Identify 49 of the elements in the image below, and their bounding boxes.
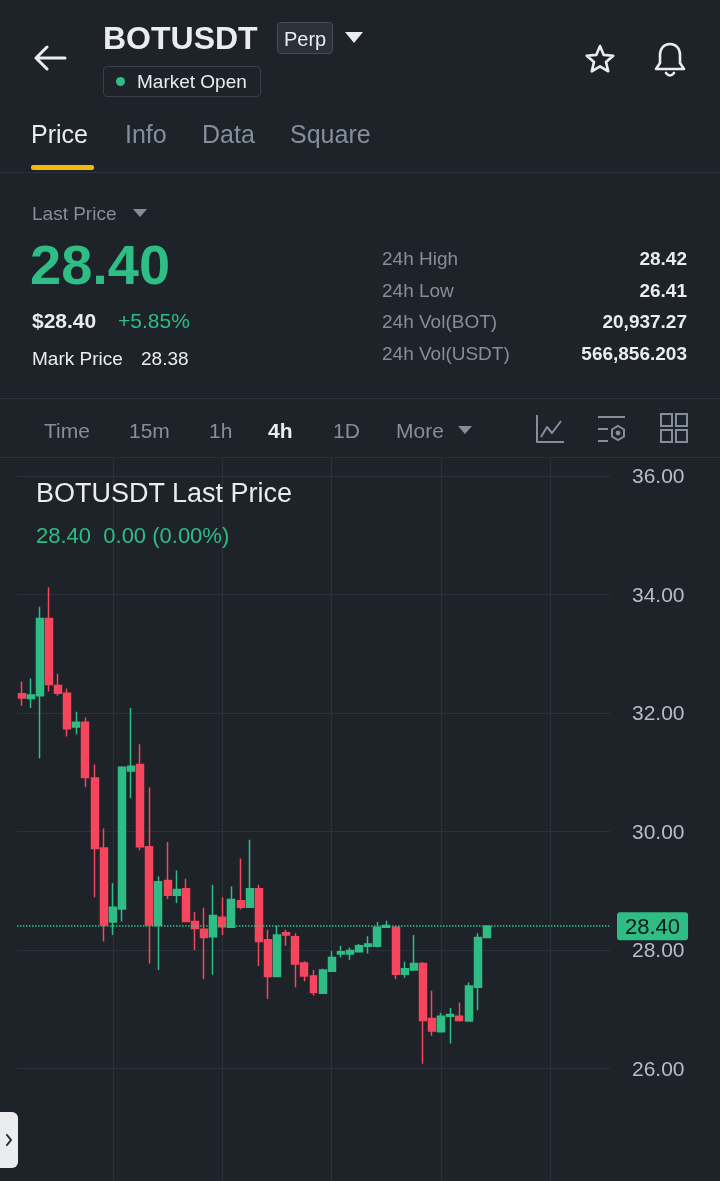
text: 24h Low: [382, 279, 454, 301]
y-tick-label: 26.00: [632, 1056, 685, 1080]
y-tick-label: 36.00: [632, 464, 685, 488]
text: More: [396, 418, 444, 442]
text: Perp: [284, 28, 327, 50]
candlestick: [17, 680, 27, 707]
text: 28.42: [639, 247, 687, 269]
text: Mark Price: [32, 347, 123, 369]
y-tick-label: 28.00: [632, 938, 685, 962]
candlestick: [245, 838, 255, 908]
text: 28.38: [141, 347, 189, 369]
text: Last Price: [32, 202, 117, 224]
candlestick: [281, 928, 291, 947]
text: 4h: [268, 418, 293, 442]
text: Market Open: [137, 70, 247, 92]
text: 566,856.203: [581, 342, 687, 364]
text: Time: [44, 418, 90, 442]
text: Info: [125, 119, 167, 148]
candlestick: [44, 586, 54, 693]
ref-line-label: 28.40: [625, 913, 681, 939]
text: BOTUSDT: [103, 20, 258, 56]
y-tick-label: 32.00: [632, 701, 685, 725]
candlestick: [172, 869, 182, 904]
text: 15m: [129, 418, 170, 442]
text: 26.41: [639, 279, 687, 301]
candlestick: [217, 896, 227, 936]
text: 28.40 0.00 (0.00%): [36, 522, 230, 548]
text: Square: [290, 119, 371, 148]
text: BOTUSDT Last Price: [36, 477, 293, 508]
text: 24h Vol(BOT): [382, 310, 498, 332]
y-tick-label: 30.00: [632, 819, 685, 843]
candlestick: [236, 857, 246, 911]
text: 24h Vol(USDT): [382, 342, 510, 364]
candlestick: [163, 841, 173, 900]
text: 24h High: [382, 247, 459, 269]
candlestick: [71, 710, 81, 735]
candlestick: [454, 1001, 464, 1023]
text: 20,937.27: [602, 310, 687, 332]
text: $28.40: [32, 308, 97, 332]
text: 28.40: [30, 233, 171, 296]
text: 1D: [333, 418, 360, 442]
text: +5.85%: [118, 308, 190, 332]
text: Data: [202, 119, 255, 148]
y-tick-label: 34.00: [632, 582, 685, 606]
text: 1h: [209, 418, 233, 442]
candlestick: [309, 969, 318, 997]
candlestick: [80, 716, 90, 788]
text: Price: [31, 119, 88, 148]
candlestick: [391, 925, 401, 980]
